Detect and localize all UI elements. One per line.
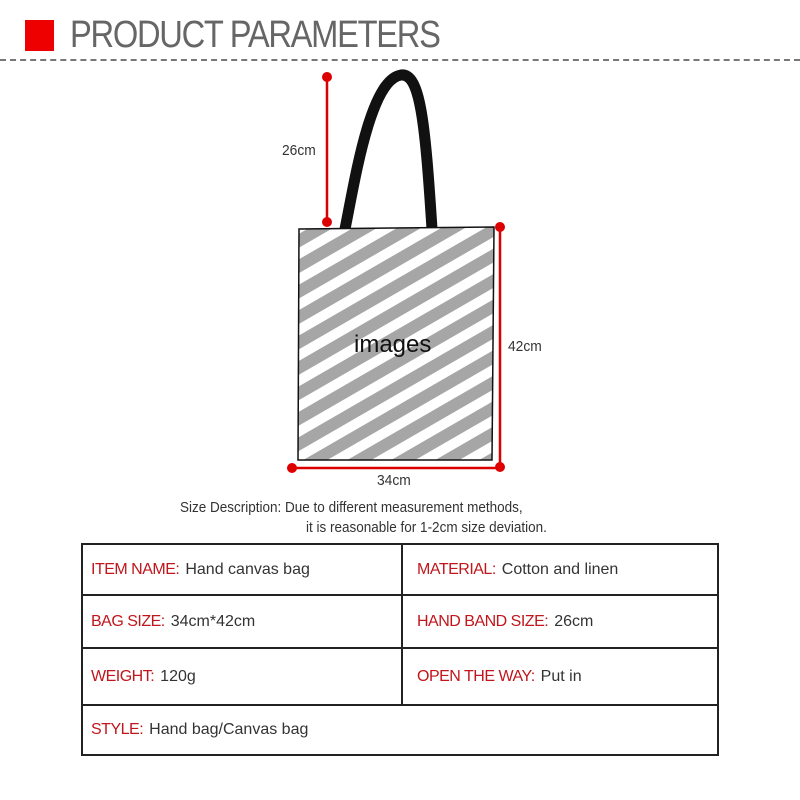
table-row: WEIGHT: 120g OPEN THE WAY: Put in [81, 647, 719, 706]
spec-label: MATERIAL: [417, 560, 496, 578]
page-title: PRODUCT PARAMETERS [70, 14, 441, 56]
size-description-line1: Size Description: Due to different measu… [180, 499, 523, 516]
bag-height-marker [495, 222, 505, 472]
spec-hand-band-size: HAND BAND SIZE: 26cm [401, 594, 719, 649]
header-accent-square [25, 20, 54, 51]
spec-label: ITEM NAME: [91, 560, 180, 578]
bag-width-label: 34cm [377, 472, 411, 489]
image-placeholder-label: images [354, 331, 432, 358]
spec-value: Cotton and linen [501, 560, 619, 578]
table-row: BAG SIZE: 34cm*42cm HAND BAND SIZE: 26cm [81, 594, 719, 649]
spec-table: ITEM NAME: Hand canvas bag MATERIAL: Cotto… [81, 543, 719, 756]
spec-label: BAG SIZE: [91, 612, 165, 630]
spec-style: STYLE: Hand bag/Canvas bag [81, 704, 719, 756]
spec-value: 34cm*42cm [170, 612, 256, 630]
bag-body [297, 226, 495, 461]
spec-label: HAND BAND SIZE: [417, 612, 549, 630]
spec-weight: WEIGHT: 120g [81, 647, 403, 706]
dashed-divider [0, 59, 800, 61]
handle-height-label: 26cm [282, 142, 316, 159]
bag-height-label: 42cm [508, 338, 542, 355]
spec-item-name: ITEM NAME: Hand canvas bag [81, 543, 403, 596]
handle-height-marker [322, 72, 332, 227]
spec-material: MATERIAL: Cotton and linen [401, 543, 719, 596]
bag-handle [339, 69, 438, 231]
spec-value: Put in [540, 667, 582, 685]
spec-value: 120g [160, 667, 196, 685]
spec-value: Hand bag/Canvas bag [149, 721, 309, 738]
spec-label: WEIGHT: [91, 667, 155, 685]
table-row: ITEM NAME: Hand canvas bag MATERIAL: Cotto… [81, 543, 719, 596]
spec-bag-size: BAG SIZE: 34cm*42cm [81, 594, 403, 649]
spec-value: 26cm [554, 612, 594, 630]
table-row: STYLE: Hand bag/Canvas bag [81, 704, 719, 756]
spec-label: STYLE: [91, 721, 144, 738]
spec-value: Hand canvas bag [185, 560, 310, 578]
bag-width-marker [287, 463, 500, 473]
spec-label: OPEN THE WAY: [417, 667, 535, 685]
spec-open-the-way: OPEN THE WAY: Put in [401, 647, 719, 706]
size-description-line2: it is reasonable for 1-2cm size deviatio… [306, 519, 547, 536]
bag-diagram [287, 69, 505, 473]
